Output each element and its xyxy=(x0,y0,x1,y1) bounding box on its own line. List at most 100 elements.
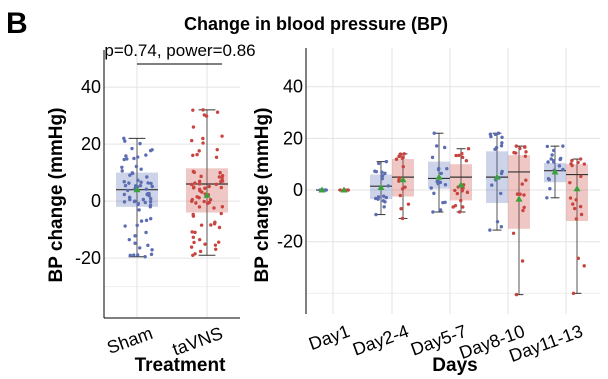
data-point xyxy=(454,153,458,158)
mean-marker xyxy=(435,173,443,180)
data-point xyxy=(125,157,129,161)
data-point xyxy=(380,177,384,181)
data-point xyxy=(578,157,583,161)
data-point xyxy=(451,205,455,209)
data-point xyxy=(383,200,387,204)
data-point xyxy=(149,216,153,221)
data-point xyxy=(193,230,197,235)
data-point xyxy=(197,179,202,184)
data-point xyxy=(146,243,150,248)
data-point xyxy=(213,243,218,247)
data-point xyxy=(430,155,435,160)
data-point xyxy=(401,164,405,169)
data-point xyxy=(432,191,436,196)
data-point xyxy=(220,176,224,181)
data-point xyxy=(466,147,471,151)
y-tick-label: -20 xyxy=(75,248,101,268)
data-point xyxy=(445,166,449,171)
data-point xyxy=(133,184,138,188)
data-point xyxy=(549,157,553,161)
data-point xyxy=(191,153,195,158)
data-point xyxy=(522,205,526,210)
data-point xyxy=(204,114,209,118)
data-point xyxy=(500,141,504,145)
data-point xyxy=(209,223,213,227)
box-iqr xyxy=(566,164,588,222)
data-point xyxy=(128,197,132,202)
data-point xyxy=(197,196,201,200)
sham-day1-box xyxy=(316,186,328,193)
data-point xyxy=(402,152,406,156)
data-point xyxy=(203,186,207,190)
data-point xyxy=(520,259,525,263)
treatment-y-ticks: -20 0 20 40 xyxy=(75,77,101,268)
data-point xyxy=(380,170,384,174)
data-point xyxy=(139,180,143,184)
data-point xyxy=(123,183,128,188)
data-point xyxy=(511,231,516,235)
data-point xyxy=(220,174,225,178)
data-point xyxy=(547,177,551,182)
data-point xyxy=(493,132,498,137)
data-point xyxy=(403,185,407,189)
data-point xyxy=(136,201,141,206)
data-point xyxy=(120,169,124,173)
y-tick-label: 40 xyxy=(81,77,101,97)
data-point xyxy=(443,200,447,204)
data-point xyxy=(557,164,562,168)
data-point xyxy=(559,156,563,161)
data-point xyxy=(194,201,198,205)
data-point xyxy=(576,256,581,261)
data-point xyxy=(574,198,578,202)
days-boxes xyxy=(316,131,588,297)
data-point xyxy=(571,202,575,206)
data-point xyxy=(216,240,221,244)
data-point xyxy=(576,160,580,165)
data-point xyxy=(126,188,130,193)
data-point xyxy=(464,159,469,163)
data-point xyxy=(150,248,154,252)
data-point xyxy=(139,167,143,171)
y-tick-label: 0 xyxy=(293,180,303,200)
data-point xyxy=(130,171,135,176)
days-x-axis-label: Days xyxy=(432,355,477,376)
days-y-ticks: -20 0 20 40 xyxy=(277,77,303,252)
data-point xyxy=(514,151,518,155)
data-point xyxy=(521,208,525,213)
data-point xyxy=(495,220,500,224)
treatment-boxes xyxy=(116,108,228,259)
data-point xyxy=(443,183,448,187)
data-point xyxy=(144,230,148,235)
data-point xyxy=(552,160,556,164)
y-tick-label: 40 xyxy=(283,77,303,97)
data-point xyxy=(135,223,139,228)
data-point xyxy=(192,170,196,175)
data-point xyxy=(568,196,573,200)
data-point xyxy=(515,192,520,196)
data-point xyxy=(215,110,220,114)
data-point xyxy=(208,198,213,202)
data-point xyxy=(122,180,126,184)
data-point xyxy=(442,145,447,150)
mean-marker xyxy=(515,195,523,202)
data-point xyxy=(136,178,140,182)
data-point xyxy=(397,154,401,159)
data-point xyxy=(122,157,126,162)
data-point xyxy=(146,181,150,185)
data-point xyxy=(217,175,222,179)
box-iqr xyxy=(508,155,530,229)
data-point xyxy=(132,156,136,161)
data-point xyxy=(203,242,207,246)
sham-day5-7-box xyxy=(428,131,450,214)
data-point xyxy=(197,182,202,186)
data-point xyxy=(149,197,153,201)
data-point xyxy=(561,144,565,148)
data-point xyxy=(489,134,493,139)
data-point xyxy=(548,186,552,191)
data-point xyxy=(193,181,197,185)
data-point xyxy=(127,237,132,242)
tavns-day8-10-box xyxy=(508,144,530,297)
data-point xyxy=(148,205,153,209)
